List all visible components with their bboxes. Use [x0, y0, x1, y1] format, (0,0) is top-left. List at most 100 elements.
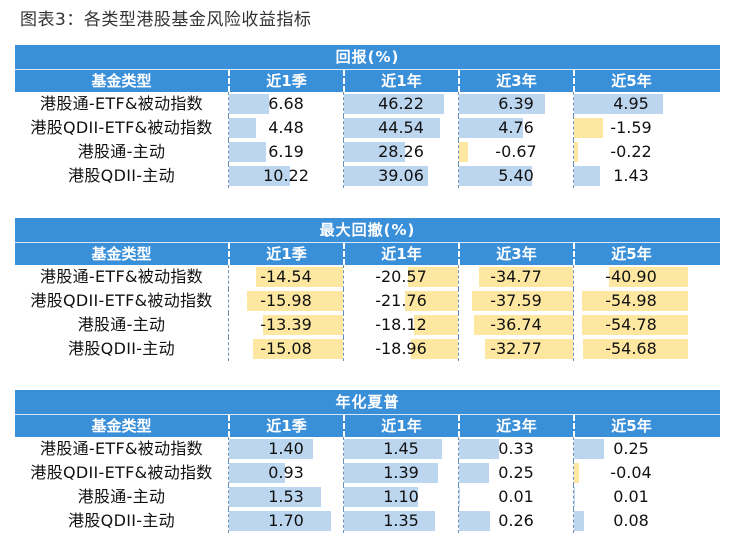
value-cell: 1.43	[573, 164, 688, 188]
value-text: 0.25	[613, 439, 649, 458]
fund-type-label: 港股QDII-ETF&被动指数	[30, 118, 213, 137]
value-text: 1.43	[613, 166, 649, 185]
fund-type-label: 港股QDII-ETF&被动指数	[30, 463, 213, 482]
value-cell: 6.39	[458, 92, 573, 116]
value-text: -20.57	[375, 267, 427, 286]
value-cell: -18.96	[343, 337, 458, 361]
value-cell: 46.22	[343, 92, 458, 116]
value-text: -18.96	[375, 339, 427, 358]
data-bar	[574, 487, 576, 507]
value-text: -18.12	[375, 315, 427, 334]
data-bar	[344, 511, 436, 531]
value-text: -54.68	[605, 339, 657, 358]
value-cell: 5.40	[458, 164, 573, 188]
value-cell: -15.98	[228, 289, 343, 313]
value-cell: 0.26	[458, 509, 573, 533]
column-header: 近1季	[228, 243, 343, 265]
header-row: 基金类型 近1季 近1年 近3年 近5年	[15, 69, 720, 92]
data-bar	[459, 511, 491, 531]
value-cell: 6.68	[228, 92, 343, 116]
data-bar	[404, 291, 458, 311]
value-cell: 0.01	[458, 485, 573, 509]
value-cell: -13.39	[228, 313, 343, 337]
data-bar	[229, 511, 331, 531]
data-bar	[344, 463, 438, 483]
value-cell: 1.40	[228, 437, 343, 461]
value-text: 4.95	[613, 94, 649, 113]
data-bar	[229, 487, 321, 507]
value-text: 0.01	[613, 487, 649, 506]
data-bar	[581, 291, 688, 311]
data-bar	[574, 439, 604, 459]
value-text: -40.90	[605, 267, 657, 286]
data-bar	[459, 166, 532, 186]
column-header: 近5年	[573, 70, 688, 92]
value-cell: -32.77	[458, 337, 573, 361]
value-text: 1.39	[383, 463, 419, 482]
data-bar	[344, 439, 442, 459]
data-bar	[229, 142, 267, 162]
fund-type-label: 港股QDII-主动	[68, 511, 175, 530]
value-text: 0.93	[268, 463, 304, 482]
value-text: 46.22	[378, 94, 424, 113]
data-bar	[344, 94, 444, 114]
fund-type-label: 港股通-ETF&被动指数	[40, 267, 203, 286]
fund-type-label: 港股通-ETF&被动指数	[40, 94, 203, 113]
table-row: 港股QDII-ETF&被动指数 4.48 44.54 4.76 -1.59	[15, 116, 720, 140]
value-cell: 39.06	[343, 164, 458, 188]
fund-type-label: 港股QDII-主动	[68, 166, 175, 185]
value-text: -21.76	[375, 291, 427, 310]
name-column-header: 基金类型	[91, 72, 152, 90]
data-bar	[407, 267, 458, 287]
data-bar	[229, 166, 291, 186]
value-text: 1.10	[383, 487, 419, 506]
table-row: 港股通-主动 6.19 28.26 -0.67 -0.22	[15, 140, 720, 164]
column-header: 近5年	[573, 415, 688, 437]
header-row: 基金类型 近1季 近1年 近3年 近5年	[15, 242, 720, 265]
value-cell: 0.93	[228, 461, 343, 485]
value-cell: 0.25	[458, 461, 573, 485]
table-row: 港股QDII-ETF&被动指数 0.93 1.39 0.25 -0.04	[15, 461, 720, 485]
value-text: -1.59	[610, 118, 652, 137]
value-text: -54.78	[605, 315, 657, 334]
column-header: 近1年	[343, 415, 458, 437]
value-cell: 1.10	[343, 485, 458, 509]
value-cell: -21.76	[343, 289, 458, 313]
column-header: 近3年	[458, 243, 573, 265]
value-text: 4.48	[268, 118, 304, 137]
figure-caption: 图表3：各类型港股基金风险收益指标	[20, 10, 312, 30]
data-bar	[459, 118, 524, 138]
value-text: 6.19	[268, 142, 304, 161]
table-row: 港股通-主动 1.53 1.10 0.01 0.01	[15, 485, 720, 509]
value-cell: 44.54	[343, 116, 458, 140]
table-row: 港股QDII-主动 1.70 1.35 0.26 0.08	[15, 509, 720, 533]
data-bar	[229, 118, 256, 138]
data-bar	[262, 315, 343, 335]
value-cell: -0.04	[573, 461, 688, 485]
value-text: -15.98	[260, 291, 312, 310]
data-bar	[255, 267, 343, 287]
data-bar	[574, 166, 600, 186]
sharpe-ratio-table: 年化夏普 基金类型 近1季 近1年 近3年 近5年 港股通-ETF&被动指数 1.40 1.45…	[15, 390, 720, 533]
value-text: 0.25	[498, 463, 534, 482]
fund-type-label: 港股通-主动	[77, 487, 166, 506]
data-bar	[459, 487, 461, 507]
data-bar	[229, 94, 270, 114]
fund-type-label: 港股通-主动	[77, 315, 166, 334]
value-text: -0.22	[610, 142, 652, 161]
value-text: 1.45	[383, 439, 419, 458]
value-text: 0.33	[498, 439, 534, 458]
table-row: 港股QDII-ETF&被动指数 -15.98 -21.76 -37.59 -54.98	[15, 289, 720, 313]
column-header: 近1年	[343, 70, 458, 92]
data-bar	[252, 339, 343, 359]
value-cell: 1.35	[343, 509, 458, 533]
value-text: 10.22	[263, 166, 309, 185]
value-text: -36.74	[490, 315, 542, 334]
value-cell: -37.59	[458, 289, 573, 313]
value-cell: -20.57	[343, 265, 458, 289]
returns-table: 回报(%) 基金类型 近1季 近1年 近3年 近5年 港股通-ETF&被动指数 6.68 46.…	[15, 45, 720, 188]
column-header: 近1季	[228, 70, 343, 92]
value-cell: 0.08	[573, 509, 688, 533]
value-cell: -54.68	[573, 337, 688, 361]
fund-type-label: 港股QDII-ETF&被动指数	[30, 291, 213, 310]
